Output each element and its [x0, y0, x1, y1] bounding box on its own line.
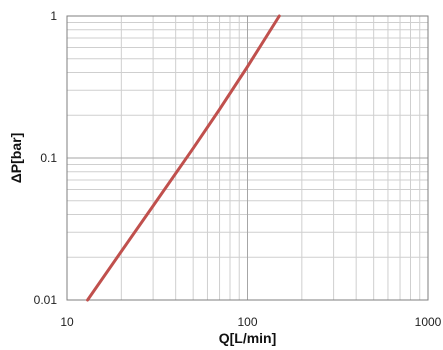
- y-tick-label: 1: [50, 9, 57, 23]
- x-tick-label: 10: [60, 315, 74, 329]
- plot-frame: [66, 15, 429, 301]
- y-tick-label: 0.01: [34, 293, 58, 307]
- y-tick-label: 0.1: [40, 151, 57, 165]
- x-axis-title: Q[L/min]: [219, 330, 277, 346]
- y-axis-title: ΔP[bar]: [8, 133, 24, 184]
- series-line-0: [86, 14, 281, 302]
- series-group: [86, 14, 281, 302]
- grid: [66, 15, 429, 301]
- tick-labels: 10 100 1000 0.01 0.1 1: [34, 9, 442, 329]
- x-tick-label: 1000: [415, 315, 442, 329]
- x-tick-label: 100: [237, 315, 257, 329]
